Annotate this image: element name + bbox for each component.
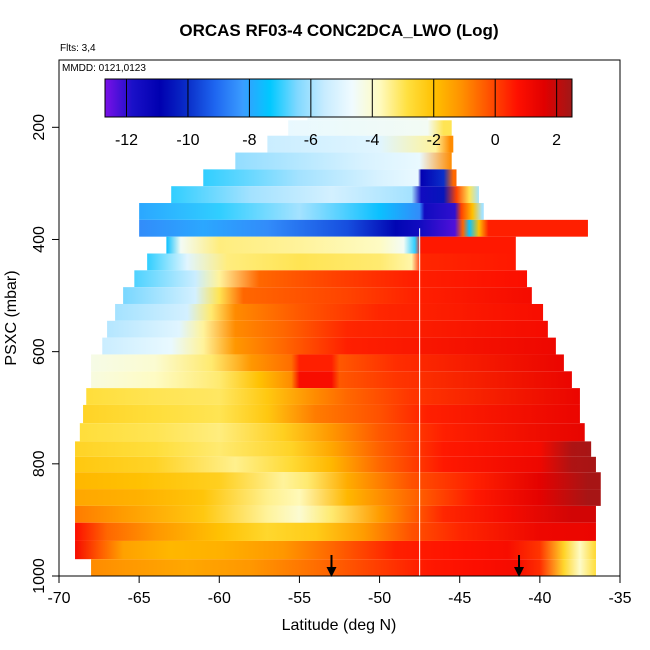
heatmap-band	[75, 441, 592, 457]
arrow-marker	[514, 555, 525, 577]
x-tick-label: -55	[288, 590, 311, 607]
heatmap-band	[267, 135, 454, 153]
heatmap-band	[75, 505, 596, 523]
y-axis-label: PSXC (mbar)	[3, 270, 20, 365]
colorbar-tick-label: 0	[491, 132, 500, 149]
heatmap-band	[139, 203, 484, 220]
x-tick-label: -35	[608, 590, 631, 607]
heatmap-band	[123, 287, 532, 304]
heatmap-bands	[75, 106, 601, 576]
heatmap-band	[288, 120, 452, 136]
heatmap-band	[147, 253, 516, 271]
heatmap-band	[91, 559, 596, 576]
heatmap-band	[83, 404, 580, 424]
heatmap-band	[91, 371, 572, 389]
x-tick-label: -40	[528, 590, 551, 607]
heatmap-band	[75, 540, 596, 560]
colorbar-tick-label: -10	[176, 132, 199, 149]
flights-annotation: Flts: 3,4	[60, 43, 96, 54]
y-tick-label: 200	[31, 114, 48, 141]
y-tick-label: 600	[31, 338, 48, 365]
y-tick-label: 800	[31, 450, 48, 477]
heatmap-band	[166, 236, 516, 254]
x-tick-label: -50	[368, 590, 391, 607]
heatmap-band	[91, 354, 564, 372]
colorbar-tick-label: -6	[304, 132, 318, 149]
x-tick-label: -45	[448, 590, 471, 607]
heatmap-band	[134, 270, 528, 288]
heatmap-band	[75, 472, 601, 490]
heatmap-band	[75, 489, 601, 506]
heatmap-band	[102, 337, 556, 355]
heatmap-band	[79, 423, 585, 442]
colorbar-gradient	[104, 78, 573, 118]
dates-annotation: MMDD: 0121,0123	[62, 63, 146, 74]
colorbar-tick-label: -12	[115, 132, 138, 149]
arrow-marker	[326, 555, 337, 577]
colorbar-ticks: -12 -10 -8 -6 -4 -2 0 2	[115, 79, 561, 149]
plot-frame	[58, 59, 621, 577]
chart-title: ORCAS RF03-4 CONC2DCA_LWO (Log)	[179, 21, 498, 40]
heatmap-band	[171, 186, 479, 204]
x-tick-label: -70	[47, 590, 70, 607]
heatmap-band	[139, 219, 588, 237]
y-tick-label: 400	[31, 226, 48, 253]
heatmap-band	[75, 522, 596, 541]
heatmap-band	[115, 303, 544, 321]
colorbar: -12 -10 -8 -6 -4 -2 0 2	[104, 78, 573, 149]
heatmap-band	[203, 169, 457, 187]
colorbar-tick-label: -2	[427, 132, 441, 149]
colorbar-tick-label: -8	[242, 132, 256, 149]
heatmap-band	[107, 320, 548, 338]
colorbar-tick-label: -4	[365, 132, 379, 149]
colorbar-tick-label: 2	[552, 132, 561, 149]
heatmap-band	[75, 456, 596, 473]
heatmap-band	[86, 388, 580, 405]
heatmap-band	[235, 152, 452, 170]
x-tick-label: -60	[208, 590, 231, 607]
markers-layer	[326, 228, 525, 577]
x-axis-label: Latitude (deg N)	[282, 617, 397, 634]
x-tick-label: -65	[128, 590, 151, 607]
y-tick-label: 1000	[31, 558, 48, 594]
